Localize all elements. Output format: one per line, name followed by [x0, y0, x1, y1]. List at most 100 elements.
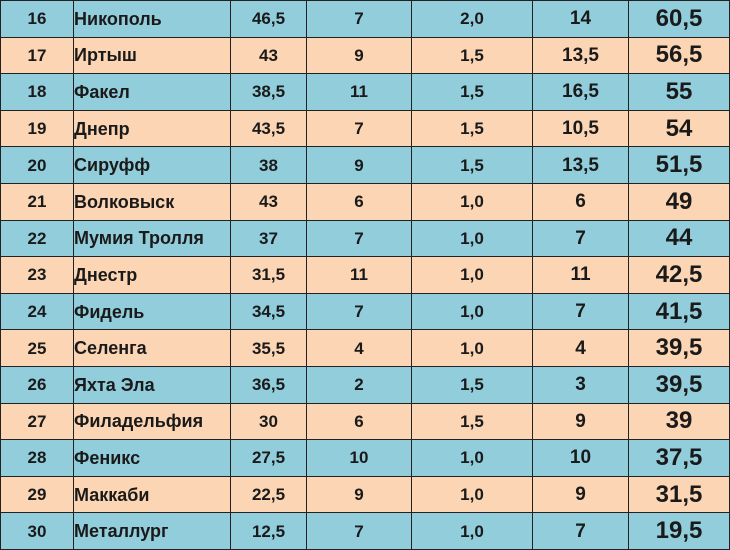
- score-d-cell: 13,5: [532, 146, 629, 184]
- coefficient-cell: 1,5: [411, 109, 533, 148]
- total-score-cell: 39,5: [628, 365, 730, 404]
- place-cell: 16: [0, 0, 74, 38]
- score-a-cell: 30: [230, 402, 307, 441]
- total-score-cell: 19,5: [628, 512, 730, 550]
- team-name-cell: Металлург: [73, 512, 231, 550]
- place-cell: 29: [0, 475, 74, 514]
- place-cell: 22: [0, 219, 74, 258]
- total-score-cell: 41,5: [628, 292, 730, 331]
- place-cell: 25: [0, 329, 74, 367]
- score-b-cell: 7: [306, 0, 412, 38]
- team-name-cell: Филадельфия: [73, 402, 231, 441]
- score-a-cell: 27,5: [230, 439, 307, 477]
- coefficient-cell: 1,0: [411, 439, 533, 477]
- score-a-cell: 43,5: [230, 109, 307, 148]
- score-d-cell: 7: [532, 219, 629, 258]
- team-name-cell: Факел: [73, 73, 231, 111]
- score-b-cell: 6: [306, 402, 412, 441]
- place-cell: 18: [0, 73, 74, 111]
- coefficient-cell: 1,5: [411, 36, 533, 75]
- team-name-cell: Днепр: [73, 109, 231, 148]
- score-b-cell: 7: [306, 512, 412, 550]
- score-b-cell: 11: [306, 256, 412, 294]
- coefficient-cell: 1,5: [411, 402, 533, 441]
- score-d-cell: 9: [532, 402, 629, 441]
- place-cell: 19: [0, 109, 74, 148]
- team-name-cell: Днестр: [73, 256, 231, 294]
- score-b-cell: 7: [306, 219, 412, 258]
- score-a-cell: 46,5: [230, 0, 307, 38]
- place-cell: 28: [0, 439, 74, 477]
- table-row: 17 Иртыш 43 9 1,5 13,5 56,5: [0, 36, 730, 75]
- score-b-cell: 7: [306, 109, 412, 148]
- total-score-cell: 49: [628, 182, 730, 221]
- score-d-cell: 7: [532, 512, 629, 550]
- coefficient-cell: 2,0: [411, 0, 533, 38]
- score-b-cell: 6: [306, 182, 412, 221]
- team-name-cell: Сируфф: [73, 146, 231, 184]
- team-name-cell: Маккаби: [73, 475, 231, 514]
- score-d-cell: 6: [532, 182, 629, 221]
- team-name-cell: Волковыск: [73, 182, 231, 221]
- total-score-cell: 39,5: [628, 329, 730, 367]
- place-cell: 24: [0, 292, 74, 331]
- table-row: 30 Металлург 12,5 7 1,0 7 19,5: [0, 512, 730, 550]
- score-d-cell: 3: [532, 365, 629, 404]
- table-row: 22 Мумия Тролля 37 7 1,0 7 44: [0, 219, 730, 258]
- table-row: 29 Маккаби 22,5 9 1,0 9 31,5: [0, 475, 730, 514]
- score-b-cell: 9: [306, 475, 412, 514]
- place-cell: 26: [0, 365, 74, 404]
- total-score-cell: 51,5: [628, 146, 730, 184]
- score-b-cell: 2: [306, 365, 412, 404]
- score-d-cell: 11: [532, 256, 629, 294]
- total-score-cell: 44: [628, 219, 730, 258]
- coefficient-cell: 1,0: [411, 475, 533, 514]
- table-row: 18 Факел 38,5 11 1,5 16,5 55: [0, 73, 730, 111]
- score-d-cell: 10,5: [532, 109, 629, 148]
- place-cell: 17: [0, 36, 74, 75]
- score-b-cell: 9: [306, 36, 412, 75]
- place-cell: 21: [0, 182, 74, 221]
- total-score-cell: 37,5: [628, 439, 730, 477]
- table-row: 19 Днепр 43,5 7 1,5 10,5 54: [0, 109, 730, 148]
- team-name-cell: Мумия Тролля: [73, 219, 231, 258]
- score-a-cell: 34,5: [230, 292, 307, 331]
- table-row: 20 Сируфф 38 9 1,5 13,5 51,5: [0, 146, 730, 184]
- total-score-cell: 56,5: [628, 36, 730, 75]
- score-a-cell: 43: [230, 182, 307, 221]
- team-name-cell: Никополь: [73, 0, 231, 38]
- total-score-cell: 39: [628, 402, 730, 441]
- score-d-cell: 4: [532, 329, 629, 367]
- coefficient-cell: 1,0: [411, 329, 533, 367]
- table-row: 25 Селенга 35,5 4 1,0 4 39,5: [0, 329, 730, 367]
- coefficient-cell: 1,0: [411, 292, 533, 331]
- total-score-cell: 60,5: [628, 0, 730, 38]
- score-a-cell: 35,5: [230, 329, 307, 367]
- place-cell: 30: [0, 512, 74, 550]
- total-score-cell: 31,5: [628, 475, 730, 514]
- team-name-cell: Фидель: [73, 292, 231, 331]
- score-a-cell: 31,5: [230, 256, 307, 294]
- table-row: 23 Днестр 31,5 11 1,0 11 42,5: [0, 256, 730, 294]
- place-cell: 27: [0, 402, 74, 441]
- score-a-cell: 38,5: [230, 73, 307, 111]
- coefficient-cell: 1,5: [411, 365, 533, 404]
- score-a-cell: 37: [230, 219, 307, 258]
- coefficient-cell: 1,0: [411, 256, 533, 294]
- table-row: 24 Фидель 34,5 7 1,0 7 41,5: [0, 292, 730, 331]
- score-d-cell: 13,5: [532, 36, 629, 75]
- score-a-cell: 36,5: [230, 365, 307, 404]
- team-name-cell: Иртыш: [73, 36, 231, 75]
- table-row: 21 Волковыск 43 6 1,0 6 49: [0, 182, 730, 221]
- score-a-cell: 43: [230, 36, 307, 75]
- score-b-cell: 11: [306, 73, 412, 111]
- coefficient-cell: 1,5: [411, 146, 533, 184]
- total-score-cell: 55: [628, 73, 730, 111]
- table-row: 16 Никополь 46,5 7 2,0 14 60,5: [0, 0, 730, 38]
- place-cell: 20: [0, 146, 74, 184]
- coefficient-cell: 1,0: [411, 182, 533, 221]
- score-d-cell: 10: [532, 439, 629, 477]
- total-score-cell: 54: [628, 109, 730, 148]
